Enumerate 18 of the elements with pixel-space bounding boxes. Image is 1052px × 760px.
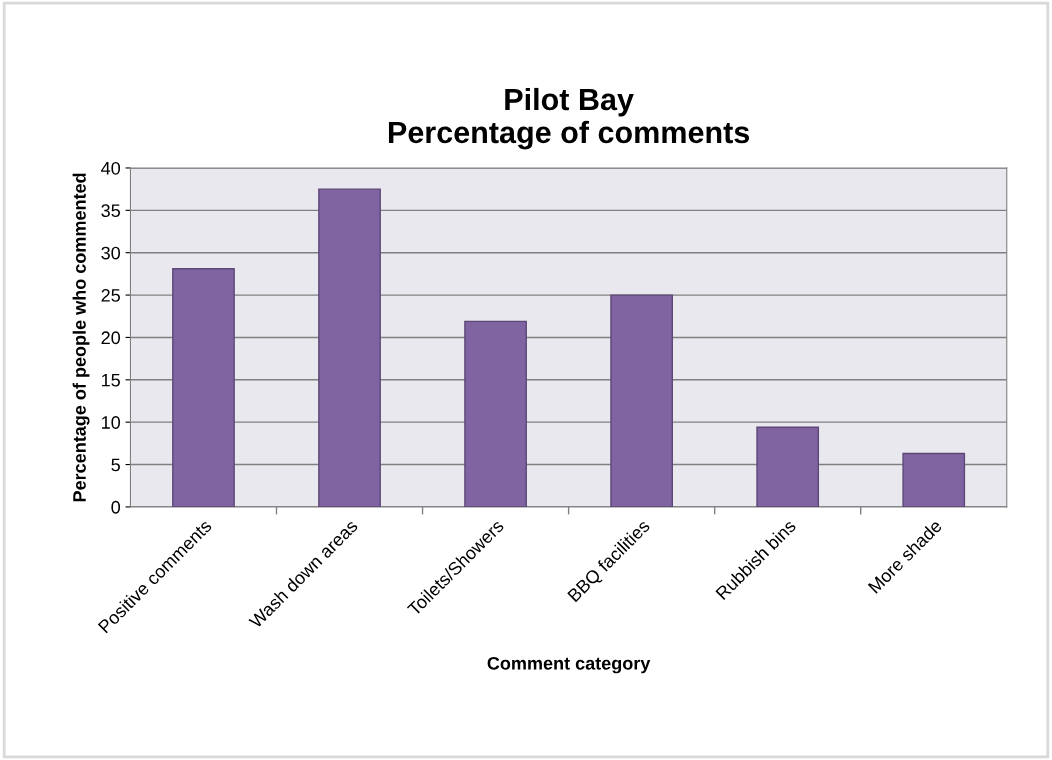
x-axis-title: Comment category	[487, 656, 651, 674]
y-tick-label: 20	[101, 331, 121, 345]
y-tick-label: 15	[102, 373, 120, 387]
bar	[756, 426, 820, 507]
bar	[318, 188, 381, 507]
y-tick-label: 35	[101, 204, 120, 218]
y-tick-label: 40	[101, 161, 121, 175]
bar	[610, 294, 673, 507]
bar	[464, 320, 527, 507]
y-axis-title: Percentage of people who commented	[72, 173, 90, 502]
bar	[172, 268, 235, 507]
y-tick-label: 0	[111, 500, 121, 514]
y-tick-label: 30	[101, 246, 121, 260]
chart-title: Pilot Bay Percentage of comments	[388, 87, 750, 150]
bar	[902, 452, 966, 507]
y-tick-label: 25	[101, 289, 120, 302]
y-tick-label: 10	[102, 416, 121, 429]
y-tick-label: 5	[111, 458, 120, 472]
